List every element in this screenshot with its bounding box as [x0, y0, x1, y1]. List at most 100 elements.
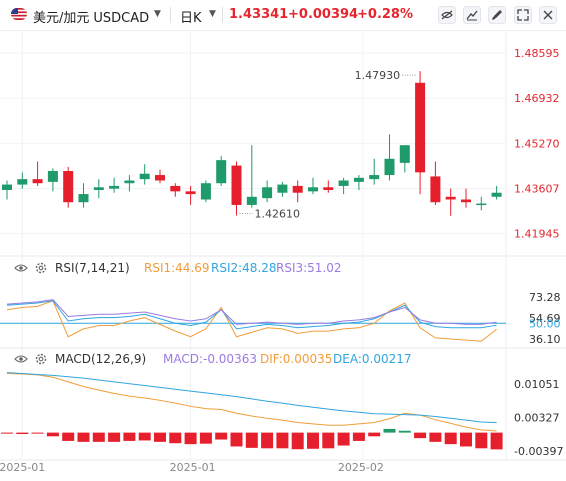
- macd-bar: [245, 432, 258, 448]
- eye-icon[interactable]: [14, 352, 28, 366]
- rsi-tick-label: 73.28: [529, 291, 561, 304]
- candle-body: [47, 171, 58, 182]
- price-tick-label: 1.45270: [514, 137, 560, 150]
- candle-body: [415, 82, 426, 173]
- chart-canvas[interactable]: 1.47930 1.42610 1.48595 1.46932 1.45270 1.43…: [0, 30, 566, 481]
- macd-bar: [460, 432, 472, 447]
- x-axis-label: 2025-01: [170, 461, 216, 474]
- rsi-line-rsi3: [6, 299, 497, 325]
- candle-body: [491, 192, 502, 197]
- last-price: 1.43341: [229, 7, 289, 22]
- price-tick-label: 1.41945: [514, 228, 560, 241]
- chevron-down-icon[interactable]: ▼: [209, 9, 216, 19]
- macd-bar: [352, 432, 365, 441]
- macd-bar: [383, 428, 396, 433]
- candle-body: [323, 187, 334, 190]
- x-axis-label: 2025-01: [0, 461, 45, 474]
- divider: [170, 7, 171, 23]
- brush-icon[interactable]: [488, 6, 506, 24]
- low-annotation: 1.42610: [255, 208, 301, 221]
- price-change: +0.00394: [288, 7, 359, 22]
- rsi1-value: RSI1:44.69: [144, 261, 210, 275]
- chevron-down-icon[interactable]: ▼: [154, 9, 161, 19]
- candle-body: [109, 185, 120, 189]
- candle-body: [216, 160, 227, 184]
- macd-bar: [444, 432, 457, 445]
- macd-bar: [414, 432, 427, 439]
- candle-body: [124, 180, 135, 184]
- macd-bar: [92, 432, 105, 442]
- high-annotation: 1.47930: [355, 69, 401, 82]
- macd-bar: [169, 432, 182, 444]
- macd-bar: [368, 432, 381, 437]
- candle-body: [200, 183, 211, 200]
- dea-value: DEA:0.00217: [333, 352, 412, 366]
- timeframe-selector[interactable]: 日K: [180, 11, 202, 26]
- candle-body: [78, 194, 89, 203]
- macd-bar: [276, 432, 289, 449]
- close-icon[interactable]: [539, 6, 557, 24]
- macd-bar: [31, 432, 44, 434]
- candle-body: [445, 196, 456, 200]
- candle-body: [185, 191, 196, 195]
- candle-body: [277, 184, 288, 193]
- rsi-line-rsi2: [6, 300, 497, 330]
- macd-bar: [46, 432, 59, 437]
- gear-icon[interactable]: [34, 261, 48, 275]
- macd-bar: [1, 432, 13, 434]
- rsi2-value: RSI2:48.28: [211, 261, 277, 275]
- chart-toolbar: 美元/加元 USDCAD ▼ 日K ▼ 1.43341 +0.00394 +0.2…: [0, 0, 566, 31]
- draw-icon[interactable]: [463, 6, 481, 24]
- rsi-tick-label: 36.10: [529, 333, 561, 346]
- symbol-code: USDCAD: [93, 11, 150, 26]
- candle-body: [353, 177, 364, 182]
- candle-body: [32, 179, 43, 184]
- candle-body: [170, 185, 181, 192]
- macd-tick-label: 0.01051: [514, 378, 560, 391]
- macd-bar: [123, 432, 136, 441]
- candle-body: [231, 165, 242, 205]
- dif-line: [6, 373, 497, 432]
- symbol-selector[interactable]: 美元/加元 USDCAD: [33, 7, 149, 26]
- macd-bar: [429, 432, 442, 442]
- candle-body: [308, 187, 318, 192]
- macd-bar: [337, 432, 350, 446]
- candle-body: [17, 179, 28, 185]
- candle-body: [93, 187, 104, 190]
- rsi-tick-label: 54.69: [529, 312, 561, 325]
- candle-body: [246, 196, 257, 205]
- eye-off-icon[interactable]: [438, 6, 456, 24]
- macd-bar: [475, 432, 488, 449]
- macd-tick-label: -0.00397: [514, 445, 563, 458]
- macd-bar: [77, 432, 90, 442]
- candle-body: [262, 187, 273, 199]
- divider: [222, 7, 223, 23]
- dea-line: [6, 372, 497, 424]
- candle-body: [155, 175, 165, 181]
- rsi-line-rsi1: [6, 300, 497, 342]
- candle-body: [430, 176, 441, 203]
- macd-bar: [307, 432, 319, 449]
- macd-bar: [261, 432, 274, 449]
- symbol-name: 美元/加元: [33, 11, 90, 26]
- eye-icon[interactable]: [14, 261, 28, 275]
- rsi-tick-label: 50.00: [529, 317, 561, 330]
- macd-bar: [108, 432, 121, 442]
- price-tick-label: 1.48595: [514, 47, 560, 60]
- candle-body: [384, 158, 395, 176]
- rsi3-value: RSI3:51.02: [276, 261, 342, 275]
- us-flag-icon: [11, 8, 27, 20]
- candle-body: [338, 180, 349, 186]
- gear-icon[interactable]: [34, 352, 48, 366]
- fullscreen-icon[interactable]: [514, 6, 532, 24]
- candle-body: [369, 175, 380, 180]
- candle-body: [63, 171, 74, 203]
- x-axis-label: 2025-02: [338, 461, 384, 474]
- candle-body: [399, 145, 410, 163]
- price-change-pct: +0.28%: [357, 7, 413, 22]
- macd-bar: [322, 432, 335, 449]
- macd-value: MACD:-0.00363: [163, 352, 257, 366]
- macd-bar: [184, 432, 197, 445]
- candle-body: [139, 173, 150, 180]
